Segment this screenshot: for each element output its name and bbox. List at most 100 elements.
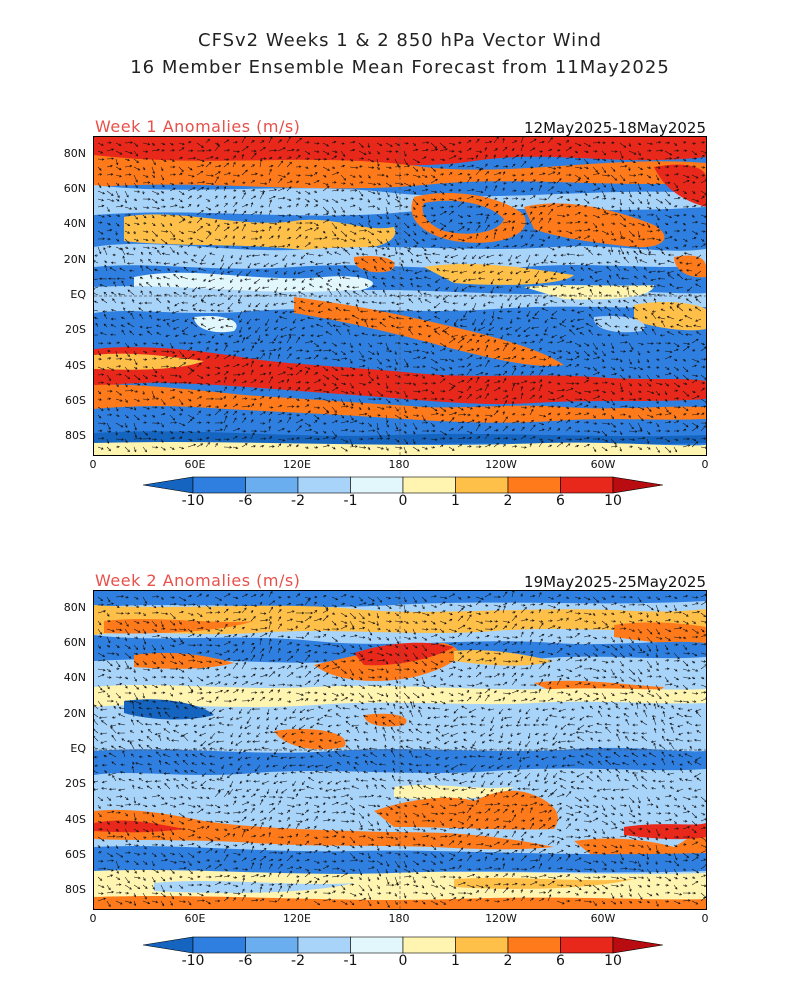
wind-vector [259,593,264,598]
wind-vector [434,330,441,336]
wind-vector [475,672,482,678]
wind-vector [565,818,570,822]
wind-vector [650,740,657,743]
wind-vector [403,373,410,377]
wind-vector [592,644,598,651]
wind-vector [318,732,324,735]
wind-vector [151,595,160,598]
wind-vector [277,639,282,646]
wind-vector [295,362,301,368]
wind-vector [196,684,202,691]
wind-vector [448,428,454,432]
wind-vector [106,446,112,452]
wind-vector [340,382,347,386]
wind-vector [583,205,588,208]
wind-vector [597,306,603,312]
wind-vector [493,164,499,168]
wind-vector [97,812,102,818]
wind-vector [286,635,291,639]
wind-vector [178,422,186,427]
wind-vector [646,675,653,678]
wind-vector [691,841,699,846]
wind-vector [520,349,525,352]
wind-vector [412,342,418,346]
wind-vector [637,603,646,607]
wind-vector [115,804,124,808]
wind-vector [601,626,610,630]
wind-vector [592,612,596,616]
wind-vector [351,314,360,320]
wind-vector [520,144,524,152]
wind-vector [502,220,512,224]
wind-vector [592,342,598,350]
wind-vector [646,365,651,369]
wind-vector [671,760,675,766]
wind-vector [468,708,477,713]
wind-vector [583,404,589,408]
wind-vector [628,851,633,855]
wind-vector [106,676,112,679]
wind-vector [511,382,520,385]
wind-vector [349,189,358,192]
wind-vector [637,446,643,450]
wind-vector [385,174,389,178]
wind-vector [484,140,493,144]
wind-vector [461,261,468,265]
wind-vector [385,414,389,424]
colorbar-label: -1 [343,493,358,509]
wind-vector [637,342,644,346]
wind-vector [421,198,426,201]
wind-vector [565,398,574,404]
wind-vector [664,628,672,632]
wind-vector [241,219,248,224]
wind-vector [115,652,120,656]
wind-vector [475,436,481,440]
wind-vector [530,795,537,799]
wind-vector [362,731,369,734]
wind-vector [412,828,421,831]
wind-vector [665,738,675,742]
wind-vector [178,692,183,695]
wind-vector [538,795,544,798]
wind-vector [376,173,385,177]
wind-vector [601,828,605,835]
wind-vector [385,230,390,233]
wind-vector [682,826,691,830]
wind-vector [313,349,323,352]
wind-vector [421,356,427,360]
wind-vector [701,381,706,385]
wind-vector [556,229,562,233]
wind-vector [551,334,558,338]
wind-vector [646,596,652,599]
wind-vector [541,307,549,312]
wind-vector [268,385,273,392]
wind-vector [142,342,147,345]
wind-vector [335,747,342,751]
wind-vector [540,261,549,265]
wind-vector [493,397,498,401]
wind-vector [511,178,517,184]
wind-vector [520,690,527,694]
wind-vector [625,735,630,742]
wind-vector [196,341,202,344]
wind-vector [556,221,561,225]
wind-vector [322,366,329,372]
wind-vector [457,345,463,352]
wind-vector [335,705,342,710]
wind-vector [322,230,326,234]
wind-vector [280,756,288,760]
wind-vector [614,260,621,264]
wind-vector [529,179,536,184]
wind-vector [700,628,705,633]
wind-vector [250,432,255,440]
wind-vector [109,724,117,728]
wind-vector [248,302,252,308]
wind-vector [390,284,396,288]
wind-vector [653,297,657,304]
wind-vector [126,739,135,743]
wind-vector [556,828,562,832]
wind-vector [684,714,693,718]
wind-vector [269,795,276,799]
wind-vector [385,150,393,153]
wind-vector [160,858,168,862]
